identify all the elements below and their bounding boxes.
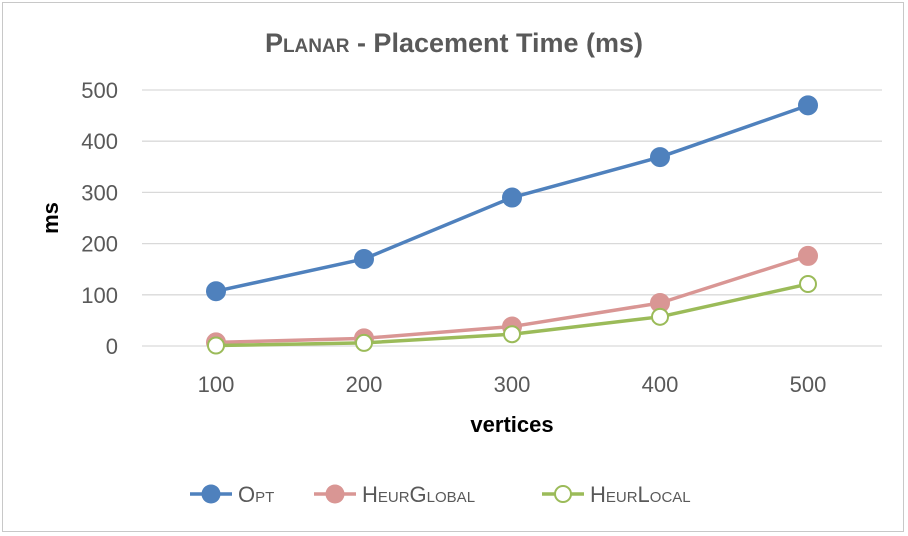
y-axis-title: ms <box>38 202 63 234</box>
y-tick-labels: 0 100 200 300 400 500 <box>81 78 118 359</box>
legend-label: HeurLocal <box>590 482 691 507</box>
legend-label: Opt <box>238 482 274 507</box>
gridlines <box>142 89 882 347</box>
chart-title: Planar - Placement Time (ms) <box>265 28 643 58</box>
data-point <box>207 336 225 355</box>
x-axis-title: vertices <box>470 412 553 437</box>
x-tick-label: 500 <box>790 372 827 397</box>
y-tick-label: 100 <box>81 283 118 308</box>
data-point <box>650 147 670 168</box>
x-tick-labels: 100 200 300 400 500 <box>198 372 827 397</box>
series-heurlocal <box>207 275 817 355</box>
data-point <box>502 187 522 208</box>
series-layer <box>206 95 818 355</box>
chart-title-smallcaps: Planar <box>265 28 350 58</box>
legend-item: Opt <box>190 482 274 507</box>
data-point <box>355 333 373 352</box>
legend-marker <box>325 484 345 504</box>
x-tick-label: 200 <box>346 372 383 397</box>
legend-item: HeurLocal <box>542 482 691 507</box>
x-tick-label: 100 <box>198 372 235 397</box>
y-tick-label: 200 <box>81 232 118 257</box>
y-tick-label: 0 <box>106 334 118 359</box>
x-tick-label: 300 <box>494 372 531 397</box>
chart-title-rest: - Placement Time (ms) <box>349 28 643 58</box>
data-point <box>651 307 669 326</box>
legend-label: HeurGlobal <box>362 482 475 507</box>
series-opt <box>206 95 818 302</box>
legend-item: HeurGlobal <box>314 482 475 507</box>
y-tick-label: 300 <box>81 180 118 205</box>
data-point <box>798 95 818 116</box>
data-point <box>799 275 817 294</box>
legend-marker <box>554 485 572 503</box>
data-point <box>503 325 521 344</box>
y-tick-label: 400 <box>81 129 118 154</box>
legend: Opt HeurGlobal HeurLocal <box>190 482 691 507</box>
data-point <box>798 245 818 266</box>
legend-marker <box>201 484 221 504</box>
x-tick-label: 400 <box>642 372 679 397</box>
y-tick-label: 500 <box>81 78 118 103</box>
data-point <box>206 281 226 302</box>
data-point <box>354 248 374 269</box>
